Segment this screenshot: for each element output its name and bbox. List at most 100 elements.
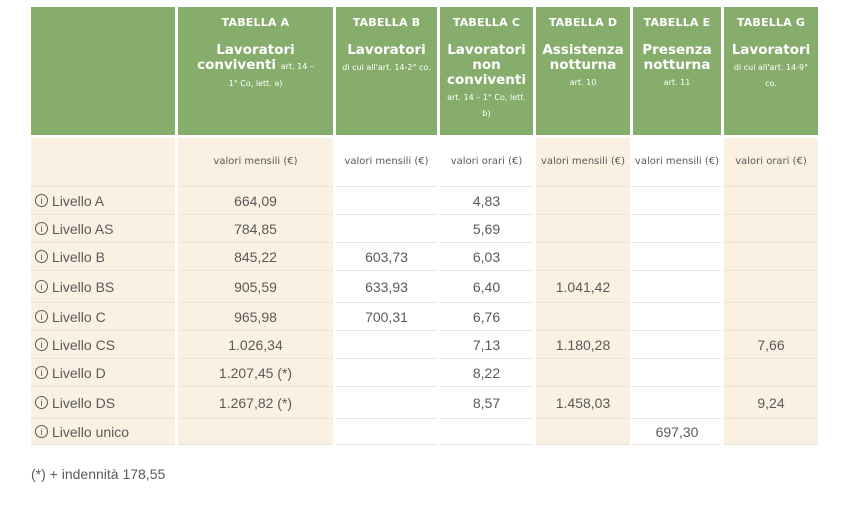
column-note: art. 11 [663,78,691,87]
table-cell [536,187,630,215]
row-label[interactable]: i Livello D [31,359,175,387]
table-cell [336,187,437,215]
column-separator [333,303,336,331]
table-cell [336,359,437,387]
column-separator [175,138,178,187]
row-label[interactable]: i Livello AS [31,215,175,243]
table-cell [633,359,721,387]
column-separator [721,138,724,187]
table-cell [724,419,818,445]
table-cell [724,215,818,243]
row-label[interactable]: i Livello CS [31,331,175,359]
column-separator [533,331,536,359]
row-label[interactable]: i Livello A [31,187,175,215]
row-label-text: Livello DS [52,394,116,411]
table-cell [724,243,818,271]
column-separator [175,215,178,243]
column-separator [437,243,440,271]
table-cell: 603,73 [336,243,437,271]
table-cell: 6,03 [440,243,533,271]
column-note: di cui all'art. 14-2° co. [342,63,431,72]
header-separator [533,135,536,138]
row-label[interactable]: i Livello B [31,243,175,271]
column-separator [721,187,724,215]
column-separator [175,271,178,303]
info-icon[interactable]: i [35,310,48,323]
column-separator [630,387,633,419]
column-separator [630,331,633,359]
row-label[interactable]: i Livello C [31,303,175,331]
column-separator [630,419,633,445]
column-separator [437,303,440,331]
salary-table: TABELLA A Lavoratori conviventi art. 14 … [31,7,818,445]
row-label-text: Livello C [52,308,106,325]
table-cell [536,215,630,243]
info-icon[interactable]: i [35,396,48,409]
column-tab: TABELLA D [548,16,618,29]
column-separator [721,419,724,445]
column-separator [533,243,536,271]
column-separator [437,419,440,445]
column-separator [175,243,178,271]
column-separator [333,215,336,243]
table-cell [536,243,630,271]
info-icon[interactable]: i [35,338,48,351]
column-note: 1° Co, lett. a) [228,79,283,88]
row-label-text: Livello A [52,192,105,209]
column-separator [333,359,336,387]
table-cell [633,331,721,359]
row-label[interactable]: i Livello unico [31,419,175,445]
column-title: Lavoratori conviventi art. 14 – [178,43,333,74]
table-cell: 7,66 [724,331,818,359]
table-cell: 8,22 [440,359,533,387]
table-cell: 4,83 [440,187,533,215]
table-cell: 965,98 [178,303,333,331]
table-cell [633,187,721,215]
column-header-tabella-b: TABELLA B Lavoratori di cui all'art. 14-… [336,7,437,135]
column-separator [533,138,536,187]
table-cell: 664,09 [178,187,333,215]
column-header-tabella-e: TABELLA E Presenza notturna art. 11 [633,7,721,135]
column-separator [533,303,536,331]
info-icon[interactable]: i [35,222,48,235]
row-label-text: Livello D [52,364,106,381]
table-cell [536,359,630,387]
info-icon[interactable]: i [35,250,48,263]
column-separator [630,271,633,303]
row-label-text: Livello B [52,248,105,265]
table-cell [633,387,721,419]
table-cell: 7,13 [440,331,533,359]
table-cell: 1.041,42 [536,271,630,303]
table-cell: 784,85 [178,215,333,243]
info-icon[interactable]: i [35,366,48,379]
column-separator [333,187,336,215]
table-cell [633,215,721,243]
column-separator [533,271,536,303]
info-icon[interactable]: i [35,194,48,207]
header-separator [536,135,630,138]
row-label-text: Livello CS [52,336,116,353]
column-note: art. 10 [569,78,597,87]
row-label[interactable]: i Livello BS [31,271,175,303]
column-title: Presenza notturna [642,42,712,73]
column-separator [175,7,178,135]
column-title: Assistenza notturna [542,42,624,73]
column-separator [721,215,724,243]
column-note: art. 14 – 1° Co, lett. b) [447,93,526,118]
row-label[interactable]: i Livello DS [31,387,175,419]
column-separator [175,303,178,331]
column-separator [437,138,440,187]
table-cell [336,387,437,419]
column-separator [175,331,178,359]
column-separator [437,215,440,243]
table-cell: 9,24 [724,387,818,419]
info-icon[interactable]: i [35,280,48,293]
table-cell: 1.207,45 (*) [178,359,333,387]
column-separator [533,187,536,215]
table-cell: 1.267,82 (*) [178,387,333,419]
unit-row-label [31,138,175,187]
column-separator [630,7,633,135]
column-unit: valori mensili (€) [178,138,333,187]
footnote: (*) + indennità 178,55 [31,466,166,482]
info-icon[interactable]: i [35,425,48,438]
